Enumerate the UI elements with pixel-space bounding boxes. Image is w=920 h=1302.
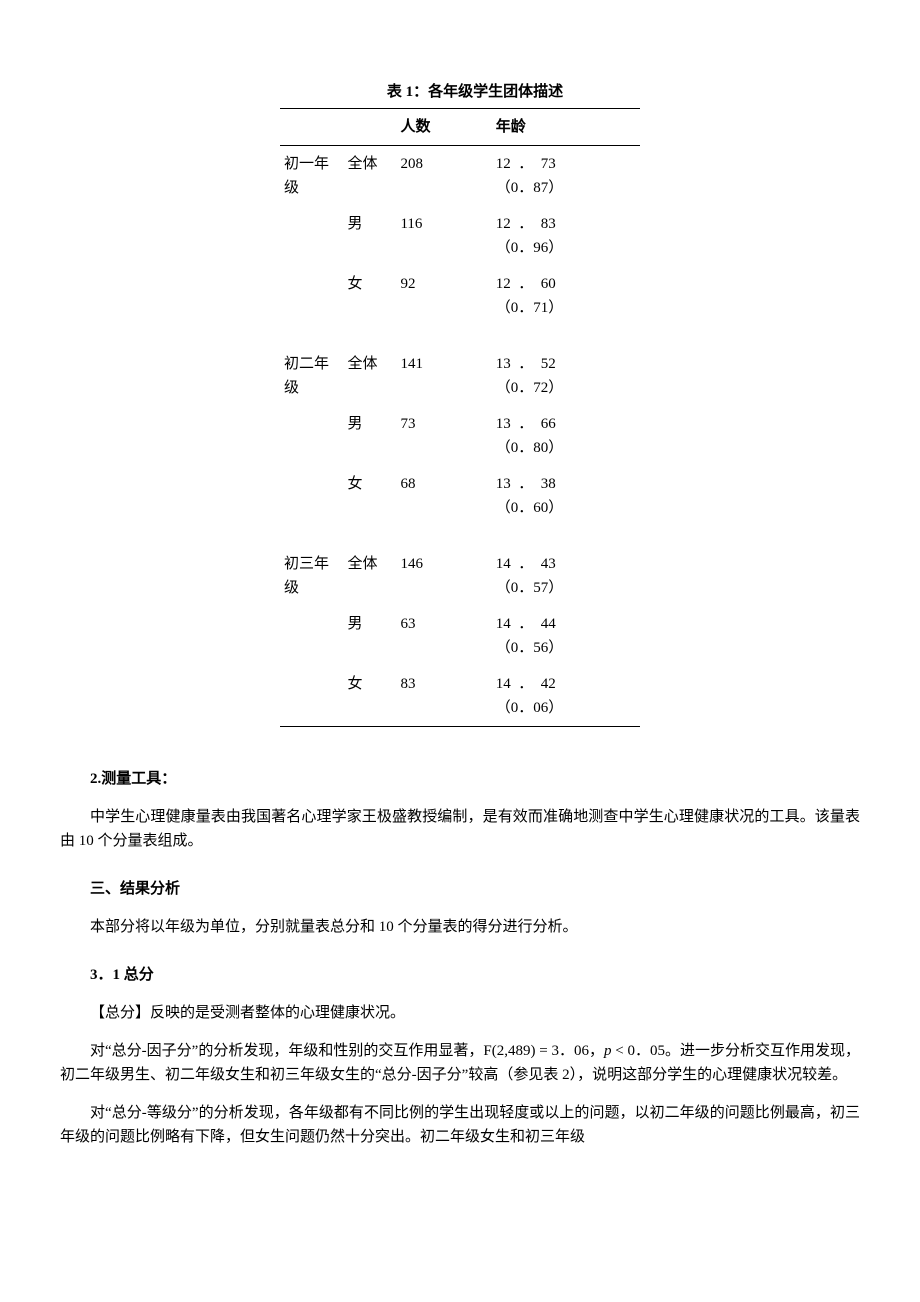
heading-results: 三、结果分析 xyxy=(60,877,860,901)
table-body: 初一年级全体20812 ． 73（0．87）男11612 ． 83（0．96）女… xyxy=(280,146,640,727)
table-caption: 表 1：各年级学生团体描述 xyxy=(90,80,860,104)
cell-group: 全体 xyxy=(344,546,397,606)
cell-count: 68 xyxy=(396,466,491,526)
cell-count: 208 xyxy=(396,146,491,207)
para-total-grade: 对“总分-等级分”的分析发现，各年级都有不同比例的学生出现轻度或以上的问题，以初… xyxy=(60,1101,860,1149)
table-spacer xyxy=(280,326,640,346)
cell-group: 女 xyxy=(344,466,397,526)
cell-grade xyxy=(280,466,344,526)
cell-grade xyxy=(280,206,344,266)
cell-grade xyxy=(280,406,344,466)
table-row: 初一年级全体20812 ． 73（0．87） xyxy=(280,146,640,207)
heading-total: 3．1 总分 xyxy=(60,963,860,987)
grade-table: 人数 年龄 初一年级全体20812 ． 73（0．87）男11612 ． 83（… xyxy=(280,108,640,727)
cell-age: 13 ． 66（0．80） xyxy=(492,406,640,466)
table-header-row: 人数 年龄 xyxy=(280,109,640,146)
cell-group: 女 xyxy=(344,666,397,727)
cell-grade: 初三年级 xyxy=(280,546,344,606)
col-group-header xyxy=(344,109,397,146)
cell-count: 116 xyxy=(396,206,491,266)
table-row: 男6314 ． 44（0．56） xyxy=(280,606,640,666)
cell-count: 83 xyxy=(396,666,491,727)
table-spacer xyxy=(280,526,640,546)
para-total-intro: 【总分】反映的是受测者整体的心理健康状况。 xyxy=(60,1001,860,1025)
heading-tools: 2.测量工具： xyxy=(60,767,860,791)
cell-age: 13 ． 38（0．60） xyxy=(492,466,640,526)
cell-age: 12 ． 73（0．87） xyxy=(492,146,640,207)
table-row: 男7313 ． 66（0．80） xyxy=(280,406,640,466)
para-total-factor-pre: 对“总分-因子分”的分析发现，年级和性别的交互作用显著，F(2,489) = 3… xyxy=(90,1043,604,1059)
cell-grade xyxy=(280,666,344,727)
cell-count: 146 xyxy=(396,546,491,606)
cell-age: 12 ． 83（0．96） xyxy=(492,206,640,266)
table-row: 女9212 ． 60（0．71） xyxy=(280,266,640,326)
cell-count: 92 xyxy=(396,266,491,326)
table-row: 初三年级全体14614 ． 43（0．57） xyxy=(280,546,640,606)
col-age-header: 年龄 xyxy=(492,109,640,146)
cell-grade xyxy=(280,606,344,666)
cell-age: 14 ． 43（0．57） xyxy=(492,546,640,606)
table-row: 男11612 ． 83（0．96） xyxy=(280,206,640,266)
table-row: 初二年级全体14113 ． 52（0．72） xyxy=(280,346,640,406)
cell-group: 男 xyxy=(344,406,397,466)
cell-group: 男 xyxy=(344,606,397,666)
cell-grade: 初一年级 xyxy=(280,146,344,207)
table-row: 女8314 ． 42（0．06） xyxy=(280,666,640,727)
cell-age: 14 ． 42（0．06） xyxy=(492,666,640,727)
col-count-header: 人数 xyxy=(396,109,491,146)
cell-count: 73 xyxy=(396,406,491,466)
cell-count: 141 xyxy=(396,346,491,406)
col-grade-header xyxy=(280,109,344,146)
cell-age: 13 ． 52（0．72） xyxy=(492,346,640,406)
cell-group: 男 xyxy=(344,206,397,266)
para-results: 本部分将以年级为单位，分别就量表总分和 10 个分量表的得分进行分析。 xyxy=(60,915,860,939)
cell-grade: 初二年级 xyxy=(280,346,344,406)
cell-age: 12 ． 60（0．71） xyxy=(492,266,640,326)
cell-group: 全体 xyxy=(344,146,397,207)
para-total-factor: 对“总分-因子分”的分析发现，年级和性别的交互作用显著，F(2,489) = 3… xyxy=(60,1039,860,1087)
cell-group: 全体 xyxy=(344,346,397,406)
cell-count: 63 xyxy=(396,606,491,666)
para-tools: 中学生心理健康量表由我国著名心理学家王极盛教授编制，是有效而准确地测查中学生心理… xyxy=(60,805,860,853)
cell-group: 女 xyxy=(344,266,397,326)
table-row: 女6813 ． 38（0．60） xyxy=(280,466,640,526)
cell-age: 14 ． 44（0．56） xyxy=(492,606,640,666)
cell-grade xyxy=(280,266,344,326)
